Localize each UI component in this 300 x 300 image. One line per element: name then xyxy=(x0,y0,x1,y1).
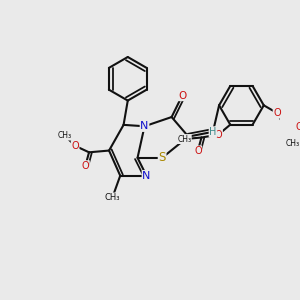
Text: O: O xyxy=(194,146,202,156)
Text: CH₃: CH₃ xyxy=(177,135,191,144)
Text: H: H xyxy=(209,127,217,137)
Text: O: O xyxy=(82,161,89,171)
Text: S: S xyxy=(158,151,166,164)
Text: O: O xyxy=(178,91,186,100)
Text: CH₃: CH₃ xyxy=(58,131,72,140)
Text: N: N xyxy=(142,171,151,181)
Text: CH₃: CH₃ xyxy=(105,193,120,202)
Text: CH₃: CH₃ xyxy=(286,139,300,148)
Text: O: O xyxy=(215,130,222,140)
Text: O: O xyxy=(71,141,79,151)
Text: O: O xyxy=(273,108,281,118)
Text: N: N xyxy=(140,121,149,131)
Text: O: O xyxy=(296,122,300,132)
